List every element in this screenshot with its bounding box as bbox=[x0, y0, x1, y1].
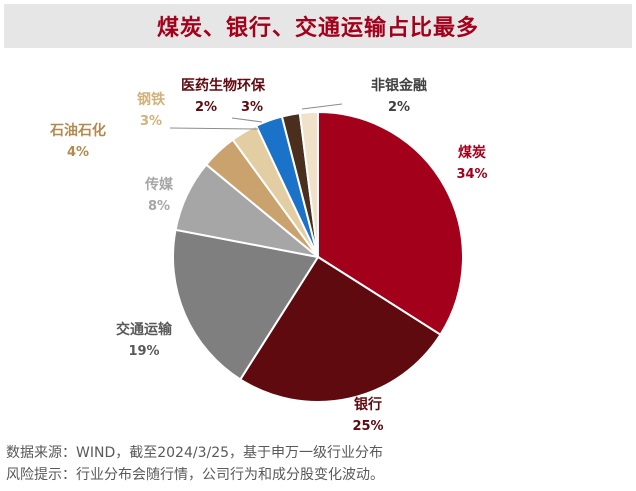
slice-label-2: 银行 bbox=[354, 396, 382, 413]
pie-slice-9 bbox=[298, 110, 319, 258]
slice-labels: 煤炭 34% 银行 25% 交通运输 19% 传媒 8% 石油石化 4% 钢铁 3% 医药生物环保 3% 2… bbox=[49, 77, 488, 434]
title-bar: 煤炭、银行、交通运输占比最多 bbox=[4, 4, 632, 48]
leader-lines bbox=[169, 103, 343, 130]
slice-label-7: 医药生物环保 bbox=[181, 77, 266, 94]
slice-value-5: 4% bbox=[67, 145, 89, 160]
pie-slices bbox=[172, 110, 464, 403]
slice-value-6: 3% bbox=[140, 114, 162, 129]
slice-label-5: 石油石化 bbox=[49, 122, 106, 139]
slice-label-6: 钢铁 bbox=[137, 91, 165, 108]
slice-label-9: 非银金融 bbox=[371, 77, 427, 94]
pie-chart: 煤炭 34% 银行 25% 交通运输 19% 传媒 8% 石油石化 4% 钢铁 3% 医药生物环保 3% 2… bbox=[49, 77, 488, 434]
slice-value-1: 34% bbox=[456, 167, 487, 182]
pie-slice-2 bbox=[238, 255, 442, 403]
slice-value-4: 8% bbox=[148, 199, 170, 214]
risk-note: 风险提示：行业分布会随行情，公司行为和成分股变化波动。 bbox=[6, 467, 384, 483]
pie-slice-3 bbox=[172, 228, 320, 381]
slice-value-8: 2% bbox=[195, 100, 217, 115]
leader-line-6 bbox=[169, 127, 259, 130]
slice-label-4: 传媒 bbox=[144, 176, 174, 193]
leader-line-7 bbox=[231, 117, 263, 123]
source-note: 数据来源：WIND，截至2024/3/25，基于申万一级行业分布 bbox=[6, 445, 384, 461]
slice-label-3: 交通运输 bbox=[116, 321, 173, 338]
leader-line-9 bbox=[301, 103, 343, 110]
slice-value-2: 25% bbox=[352, 419, 383, 434]
slice-value-7: 3% bbox=[241, 100, 263, 115]
slice-value-3: 19% bbox=[128, 344, 159, 359]
slice-label-1: 煤炭 bbox=[458, 144, 486, 161]
chart-title: 煤炭、银行、交通运输占比最多 bbox=[156, 16, 479, 41]
slice-value-9: 2% bbox=[388, 100, 410, 115]
footer: 数据来源：WIND，截至2024/3/25，基于申万一级行业分布 风险提示：行业… bbox=[6, 442, 384, 486]
